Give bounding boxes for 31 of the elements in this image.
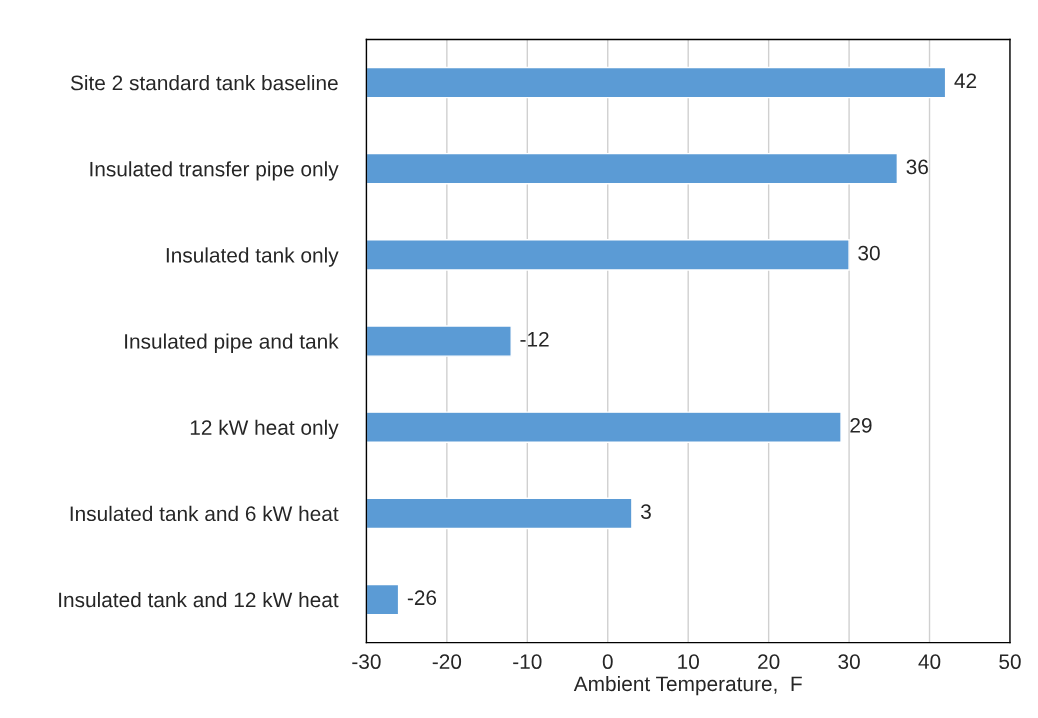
bar: [366, 152, 899, 185]
x-tick-label: -10: [513, 654, 542, 670]
x-tick-label: 50: [999, 654, 1021, 670]
y-tick-label: Insulated tank and 12 kW heat: [59, 591, 339, 608]
bar: [366, 325, 512, 357]
data-label: 36: [906, 159, 928, 175]
data-label: -26: [407, 590, 437, 606]
y-tick-label: Insulated transfer pipe only: [90, 161, 339, 181]
data-label: 3: [641, 504, 651, 519]
x-axis-title: Ambient Temperature, F: [573, 675, 802, 696]
data-label: -12: [520, 331, 549, 347]
bar: [366, 411, 842, 443]
x-tick-label: 10: [678, 654, 699, 670]
data-label: 42: [954, 73, 977, 88]
bar: [366, 497, 633, 530]
y-tick-label: Insulated tank only: [166, 247, 339, 267]
y-tick-label: Site 2 standard tank baseline: [70, 75, 338, 91]
x-tick-label: -30: [352, 654, 381, 670]
bar: [366, 239, 850, 271]
bar: [366, 66, 947, 99]
x-tick-label: 30: [838, 654, 860, 670]
y-tick-label: Insulated tank and 6 kW heat: [70, 505, 339, 522]
x-tick-label: 20: [758, 654, 780, 670]
x-tick-label: 0: [602, 654, 613, 670]
bar: [366, 583, 400, 616]
data-label: 29: [850, 418, 872, 433]
y-tick-label: 12 kW heat only: [190, 419, 339, 440]
data-label: 30: [858, 245, 880, 261]
x-tick-label: -20: [432, 654, 462, 670]
x-tick-label: 40: [918, 654, 941, 670]
y-tick-label: Insulated pipe and tank: [125, 333, 339, 353]
